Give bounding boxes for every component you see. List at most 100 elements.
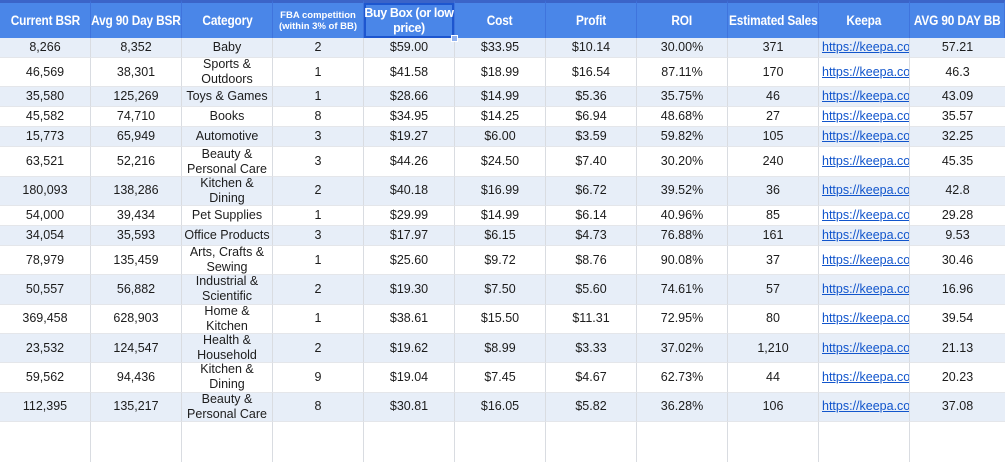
cell-fba_competition[interactable]: 2 — [273, 176, 364, 206]
cell-avg_90_day_bsr[interactable]: 138,286 — [91, 176, 182, 206]
cell-current_bsr[interactable]: 50,557 — [0, 275, 91, 305]
cell-avg_90_day_bb[interactable]: 42.8 — [910, 176, 1005, 206]
cell-category[interactable]: Books — [182, 107, 273, 128]
selection-fill-handle[interactable] — [451, 35, 458, 42]
cell-current_bsr[interactable]: 112,395 — [0, 392, 91, 422]
keepa-link[interactable]: https://keepa.com — [822, 227, 910, 242]
cell-buy_box[interactable]: $25.60 — [364, 245, 455, 276]
cell-estimated_sales[interactable]: 44 — [728, 363, 819, 393]
cell-profit[interactable]: $4.67 — [546, 363, 637, 393]
cell-avg_90_day_bb[interactable]: 16.96 — [910, 275, 1005, 305]
cell-current_bsr[interactable]: 54,000 — [0, 205, 91, 226]
cell-avg_90_day_bb[interactable]: 46.3 — [910, 58, 1005, 88]
cell-estimated_sales[interactable]: 36 — [728, 176, 819, 206]
cell-fba_competition[interactable]: 1 — [273, 304, 364, 334]
cell-keepa[interactable]: https://keepa.com — [819, 275, 910, 305]
cell-roi[interactable]: 76.88% — [637, 225, 728, 246]
cell-profit[interactable]: $8.76 — [546, 245, 637, 276]
cell-keepa[interactable]: https://keepa.com — [819, 333, 910, 364]
cell-category[interactable]: Automotive — [182, 127, 273, 148]
cell-roi[interactable]: 35.75% — [637, 87, 728, 108]
cell-avg_90_day_bb[interactable]: 9.53 — [910, 225, 1005, 246]
keepa-link[interactable]: https://keepa.com — [822, 129, 910, 144]
header-cell-estimated_sales[interactable]: Estimated Sales — [728, 0, 819, 38]
cell-category[interactable]: Home & Kitchen — [182, 304, 273, 334]
empty-cell-fba_competition[interactable] — [273, 422, 364, 462]
cell-roi[interactable]: 36.28% — [637, 392, 728, 422]
cell-category[interactable]: Office Products — [182, 225, 273, 246]
cell-estimated_sales[interactable]: 105 — [728, 127, 819, 148]
cell-estimated_sales[interactable]: 46 — [728, 87, 819, 108]
cell-avg_90_day_bsr[interactable]: 135,459 — [91, 245, 182, 276]
cell-cost[interactable]: $33.95 — [455, 38, 546, 58]
cell-roi[interactable]: 62.73% — [637, 363, 728, 393]
cell-estimated_sales[interactable]: 57 — [728, 275, 819, 305]
cell-estimated_sales[interactable]: 1,210 — [728, 333, 819, 364]
cell-fba_competition[interactable]: 3 — [273, 127, 364, 148]
cell-keepa[interactable]: https://keepa.com — [819, 245, 910, 276]
cell-current_bsr[interactable]: 78,979 — [0, 245, 91, 276]
cell-category[interactable]: Industrial & Scientific — [182, 274, 273, 305]
cell-category[interactable]: Beauty & Personal Care — [182, 392, 273, 422]
cell-roi[interactable]: 37.02% — [637, 333, 728, 364]
empty-cell-cost[interactable] — [455, 422, 546, 462]
cell-keepa[interactable]: https://keepa.com — [819, 127, 910, 148]
cell-current_bsr[interactable]: 23,532 — [0, 333, 91, 364]
cell-cost[interactable]: $14.99 — [455, 205, 546, 226]
cell-buy_box[interactable]: $59.00 — [364, 38, 455, 58]
cell-profit[interactable]: $5.82 — [546, 392, 637, 422]
empty-cell-estimated_sales[interactable] — [728, 422, 819, 462]
cell-current_bsr[interactable]: 46,569 — [0, 58, 91, 88]
header-cell-keepa[interactable]: Keepa — [819, 0, 910, 38]
cell-estimated_sales[interactable]: 85 — [728, 205, 819, 226]
empty-cell-category[interactable] — [182, 422, 273, 462]
cell-current_bsr[interactable]: 180,093 — [0, 176, 91, 206]
cell-estimated_sales[interactable]: 27 — [728, 107, 819, 128]
header-cell-buy_box[interactable]: Buy Box (or low price) — [364, 0, 458, 42]
cell-avg_90_day_bb[interactable]: 43.09 — [910, 87, 1005, 108]
keepa-link[interactable]: https://keepa.com — [822, 252, 910, 267]
cell-profit[interactable]: $5.36 — [546, 87, 637, 108]
cell-fba_competition[interactable]: 1 — [273, 245, 364, 276]
cell-roi[interactable]: 74.61% — [637, 275, 728, 305]
cell-cost[interactable]: $14.99 — [455, 87, 546, 108]
cell-estimated_sales[interactable]: 106 — [728, 392, 819, 422]
cell-avg_90_day_bb[interactable]: 45.35 — [910, 147, 1005, 177]
cell-current_bsr[interactable]: 45,582 — [0, 107, 91, 128]
header-cell-category[interactable]: Category — [182, 0, 273, 38]
cell-cost[interactable]: $14.25 — [455, 107, 546, 128]
cell-fba_competition[interactable]: 8 — [273, 107, 364, 128]
cell-avg_90_day_bsr[interactable]: 65,949 — [91, 127, 182, 148]
keepa-link[interactable]: https://keepa.com — [822, 64, 910, 79]
cell-cost[interactable]: $6.15 — [455, 225, 546, 246]
cell-cost[interactable]: $6.00 — [455, 127, 546, 148]
cell-roi[interactable]: 48.68% — [637, 107, 728, 128]
cell-keepa[interactable]: https://keepa.com — [819, 363, 910, 393]
cell-cost[interactable]: $7.45 — [455, 363, 546, 393]
cell-category[interactable]: Kitchen & Dining — [182, 362, 273, 393]
cell-avg_90_day_bsr[interactable]: 125,269 — [91, 87, 182, 108]
empty-cell-current_bsr[interactable] — [0, 422, 91, 462]
cell-category[interactable]: Toys & Games — [182, 87, 273, 108]
cell-buy_box[interactable]: $19.27 — [364, 127, 455, 148]
cell-avg_90_day_bb[interactable]: 57.21 — [910, 38, 1005, 58]
empty-cell-keepa[interactable] — [819, 422, 910, 462]
cell-avg_90_day_bb[interactable]: 29.28 — [910, 205, 1005, 226]
cell-estimated_sales[interactable]: 161 — [728, 225, 819, 246]
cell-avg_90_day_bsr[interactable]: 135,217 — [91, 392, 182, 422]
cell-cost[interactable]: $9.72 — [455, 245, 546, 276]
keepa-link[interactable]: https://keepa.com — [822, 281, 910, 296]
cell-profit[interactable]: $3.59 — [546, 127, 637, 148]
cell-keepa[interactable]: https://keepa.com — [819, 176, 910, 206]
cell-keepa[interactable]: https://keepa.com — [819, 38, 910, 58]
cell-buy_box[interactable]: $19.30 — [364, 275, 455, 305]
cell-buy_box[interactable]: $34.95 — [364, 107, 455, 128]
cell-avg_90_day_bsr[interactable]: 628,903 — [91, 304, 182, 334]
cell-current_bsr[interactable]: 369,458 — [0, 304, 91, 334]
cell-avg_90_day_bsr[interactable]: 8,352 — [91, 38, 182, 58]
cell-roi[interactable]: 90.08% — [637, 245, 728, 276]
cell-roi[interactable]: 59.82% — [637, 127, 728, 148]
cell-buy_box[interactable]: $19.04 — [364, 363, 455, 393]
empty-cell-roi[interactable] — [637, 422, 728, 462]
cell-roi[interactable]: 30.20% — [637, 147, 728, 177]
